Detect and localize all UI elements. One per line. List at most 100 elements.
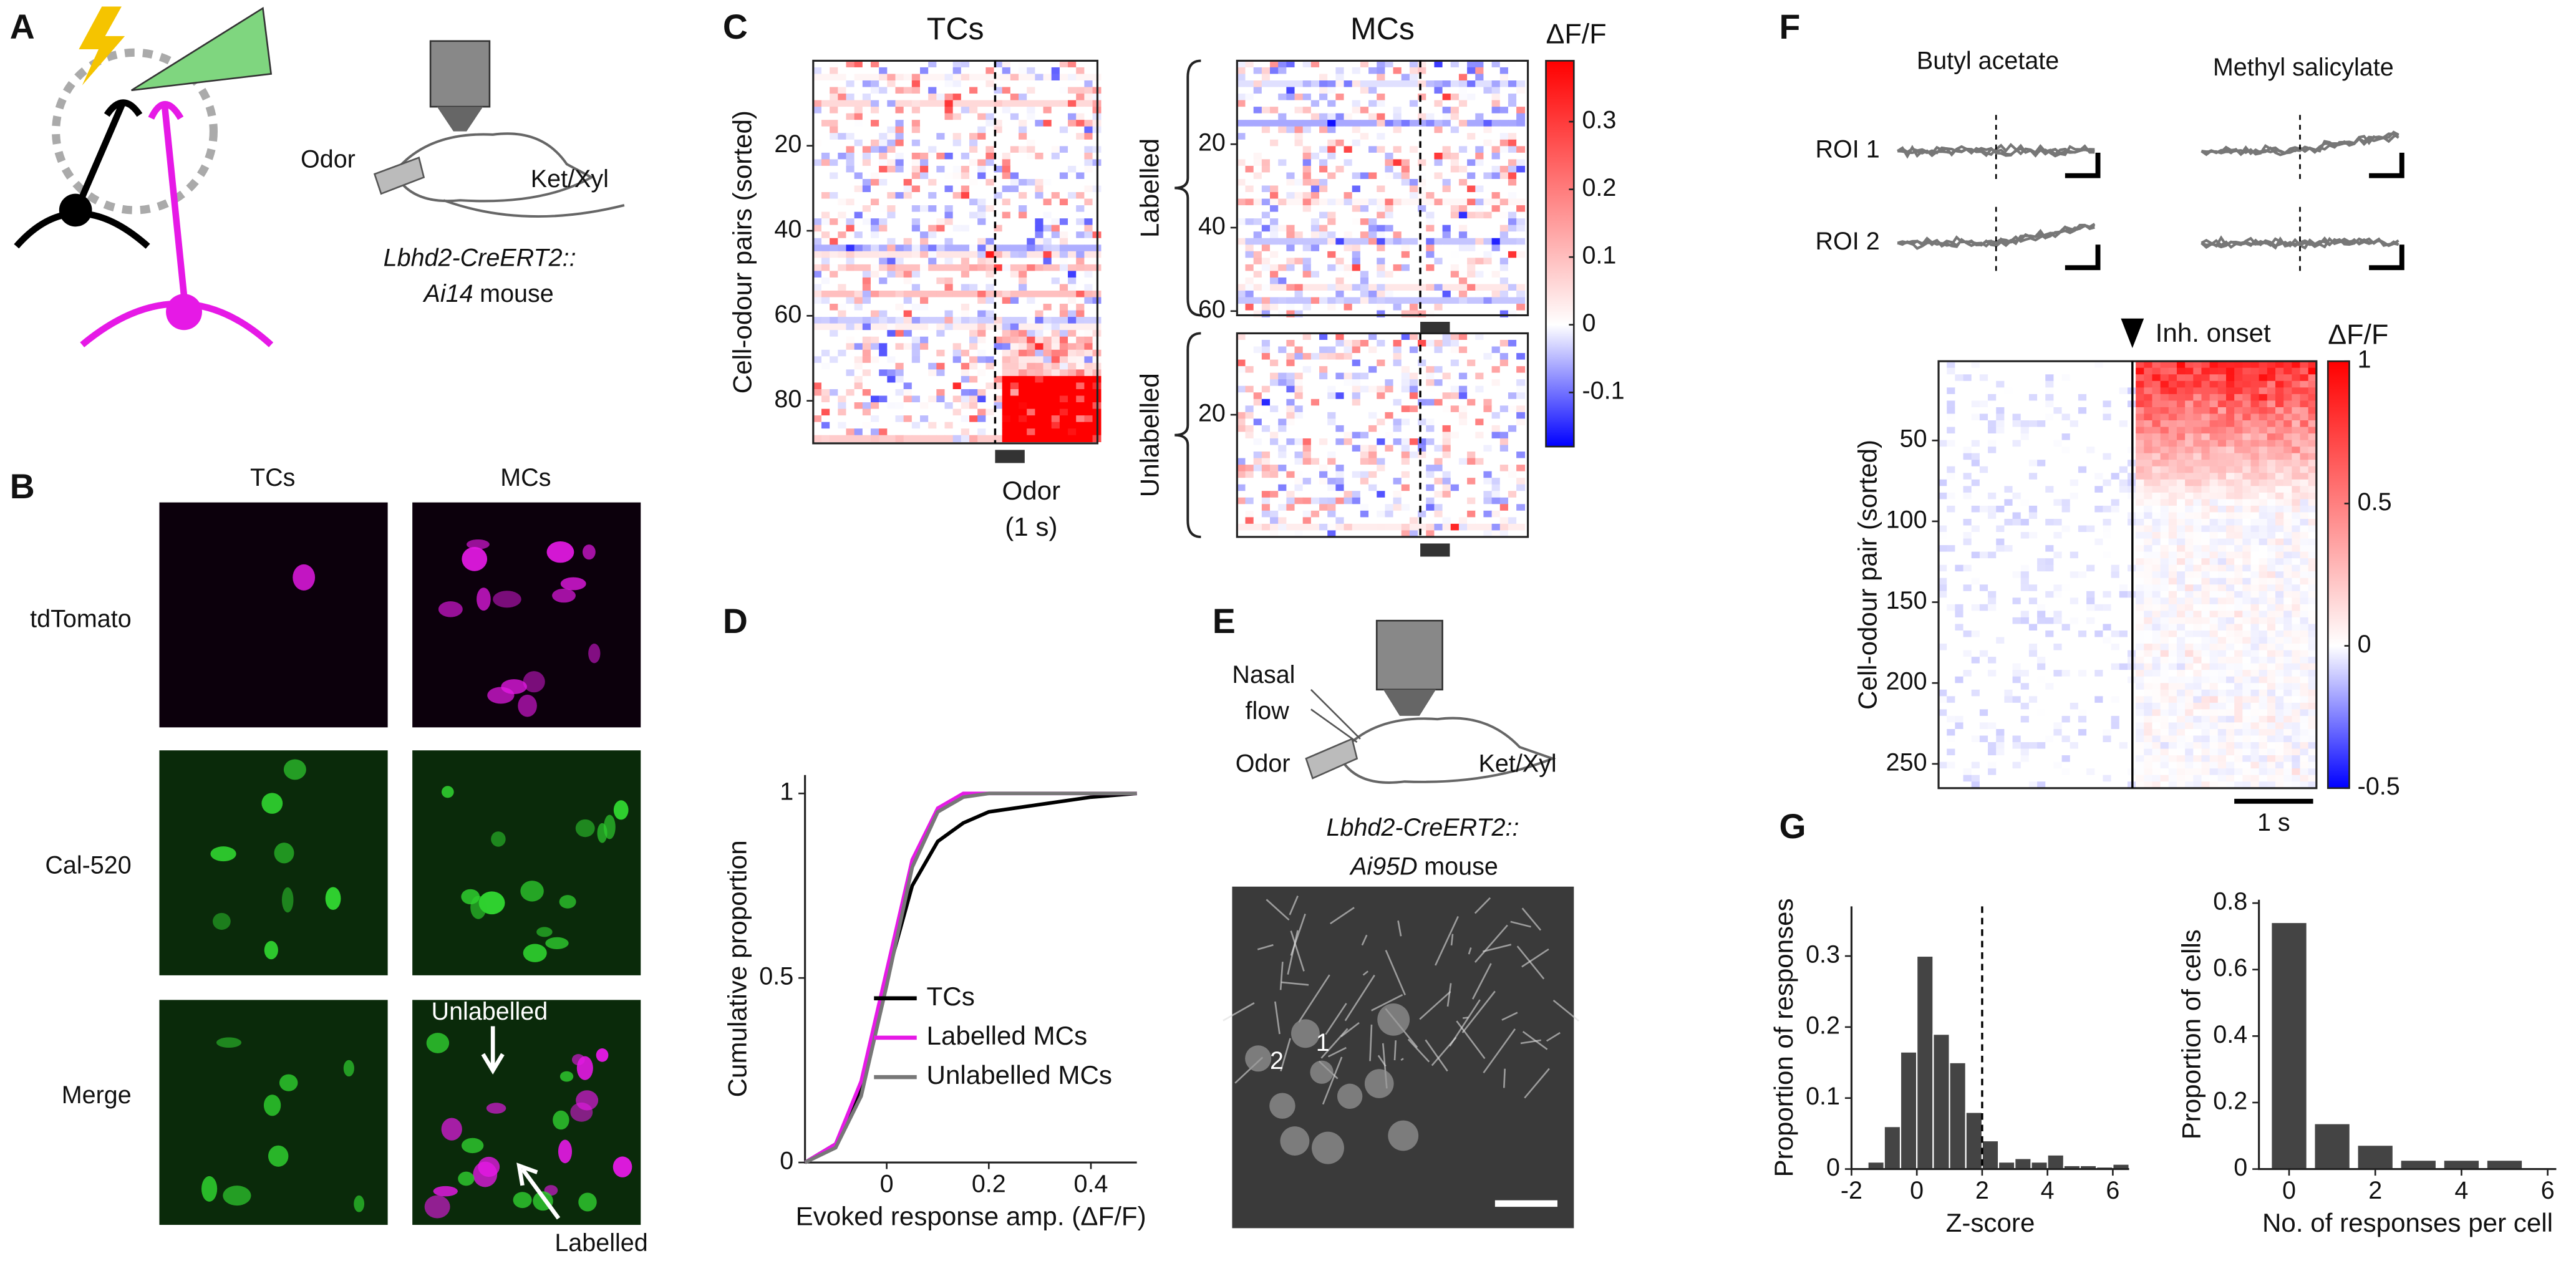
heatmap-cell (1352, 311, 1361, 317)
heatmap-cell (1402, 244, 1410, 251)
heatmap-cell (1254, 491, 1262, 498)
heatmap-cell (1327, 405, 1336, 412)
heatmap-cell (1327, 166, 1336, 173)
heatmap-cell (1002, 284, 1011, 291)
heatmap-cell (838, 343, 846, 350)
heatmap-cell (1052, 199, 1060, 206)
heatmap-cell (1434, 353, 1443, 360)
heatmap-cell (1052, 159, 1060, 166)
heatmap-cell (928, 218, 937, 225)
heatmap-cell (1311, 392, 1320, 399)
heatmap-cell (1500, 107, 1509, 114)
heatmap-cell (813, 291, 822, 297)
heatmap-cell (1352, 498, 1361, 505)
heatmap-cell (1084, 258, 1093, 264)
heatmap-cell (920, 244, 929, 251)
heatmap-cell (1027, 127, 1035, 133)
heatmap-cell (887, 271, 896, 278)
heatmap-cell (1467, 172, 1476, 179)
heatmap-cell (838, 140, 846, 147)
heatmap-cell (2185, 381, 2194, 388)
heatmap-cell (1052, 146, 1060, 153)
heatmap-cell (1043, 244, 1052, 251)
heatmap-cell (1492, 304, 1501, 311)
heatmap-cell (1254, 80, 1262, 87)
heatmap-cell (904, 304, 913, 311)
heatmap-cell (2226, 374, 2235, 381)
heatmap-cell (895, 343, 904, 350)
heatmap-cell (1027, 415, 1035, 422)
heatmap-cell (1418, 524, 1426, 531)
heatmap-cell (953, 402, 962, 409)
heatmap-cell (977, 251, 986, 258)
heatmap-cell (904, 291, 913, 297)
heatmap-cell (1344, 291, 1353, 297)
heatmap-cell (871, 114, 879, 120)
heatmap-cell (928, 311, 937, 317)
heatmap-cell (1303, 366, 1312, 373)
heatmap-cell (961, 409, 970, 416)
heatmap-cell (821, 415, 830, 422)
heatmap-cell (1434, 271, 1443, 278)
heatmap-cell (1295, 114, 1304, 120)
heatmap-cell (1377, 278, 1385, 284)
heatmap-cell (912, 356, 921, 363)
heatmap-cell (1418, 386, 1426, 393)
colorbar-tick-label: 0.2 (1582, 174, 1616, 201)
heatmap-cell (895, 120, 904, 127)
heatmap-cell (1027, 218, 1035, 225)
heatmap-cell (1303, 218, 1312, 225)
heatmap-cell (1352, 438, 1361, 445)
heatmap-cell (1068, 350, 1077, 357)
heatmap-cell (1352, 94, 1361, 100)
heatmap-cell (1043, 382, 1052, 389)
heatmap-cell (1254, 179, 1262, 186)
heatmap-cell (1002, 114, 1011, 120)
heatmap-cell (969, 238, 978, 245)
heatmap-cell (1475, 478, 1484, 485)
heatmap-cell (871, 369, 879, 376)
heatmap-cell (1352, 405, 1361, 412)
heatmap-cell (912, 264, 921, 271)
heatmap-cell (1426, 418, 1435, 425)
heatmap-cell (1286, 278, 1295, 284)
heatmap-cell (1270, 425, 1279, 432)
heatmap-cell (1237, 120, 1246, 127)
heatmap-cell (1483, 60, 1492, 67)
heatmap-cell (1002, 264, 1011, 271)
heatmap-cell (1434, 120, 1443, 127)
heatmap-cell (936, 330, 945, 337)
heatmap-cell (1060, 179, 1068, 186)
heatmap-cell (1955, 374, 1963, 381)
heatmap-cell (1443, 353, 1451, 360)
heatmap-cell (1262, 133, 1271, 140)
heatmap-cell (1467, 485, 1476, 491)
heatmap-cell (1418, 153, 1426, 160)
heatmap-cell (1295, 297, 1304, 304)
heatmap-cell (1402, 491, 1410, 498)
heatmap-cell (953, 291, 962, 297)
heatmap-cell (1270, 244, 1279, 251)
heatmap-cell (1475, 458, 1484, 465)
heatmap-cell (1246, 291, 1254, 297)
heatmap-cell (855, 244, 863, 251)
heatmap-cell (2037, 368, 2046, 375)
heatmap-cell (1270, 199, 1279, 206)
heatmap-cell (1426, 94, 1435, 100)
stimulus-label: (1 s) (1005, 512, 1057, 541)
heatmap-cell (1254, 199, 1262, 206)
heatmap-cell (1068, 186, 1077, 193)
column-header: MCs (500, 464, 551, 491)
heatmap-cell (1246, 452, 1254, 458)
heatmap-cell (855, 271, 863, 278)
heatmap-cell (1084, 422, 1093, 429)
heatmap-cell (1311, 386, 1320, 393)
heatmap-cell (1483, 140, 1492, 147)
heatmap-cell (1319, 120, 1328, 127)
heatmap-cell (895, 127, 904, 133)
heatmap-cell (1311, 179, 1320, 186)
heatmap-cell (912, 87, 921, 94)
heatmap-cell (1475, 179, 1484, 186)
heatmap-cell (1492, 478, 1501, 485)
heatmap-cell (1262, 366, 1271, 373)
